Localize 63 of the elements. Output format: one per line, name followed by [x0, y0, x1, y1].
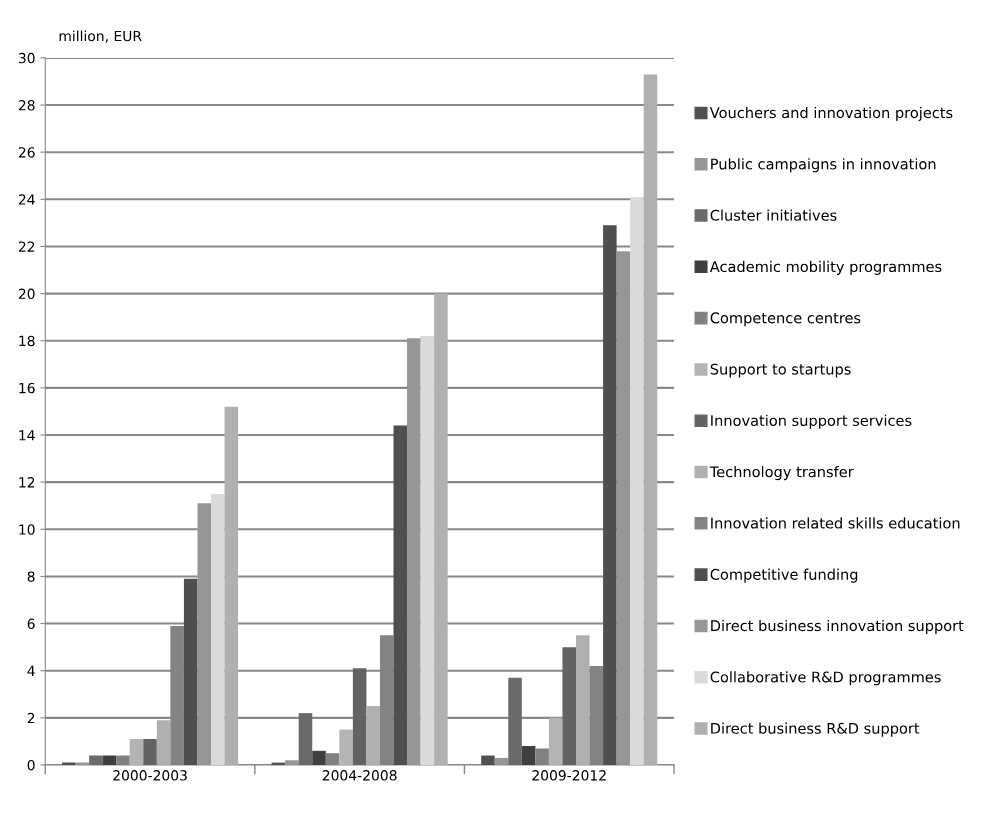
legend-label: Support to startups [710, 363, 851, 378]
bar [143, 739, 157, 765]
legend-label: Public campaigns in innovation [711, 158, 936, 173]
bar [548, 717, 563, 765]
bar [285, 760, 299, 765]
bar [197, 503, 211, 765]
y-tick-label: 0 [27, 759, 35, 771]
bar [312, 750, 326, 765]
bar [211, 493, 225, 765]
y-tick-label: 20 [18, 288, 35, 300]
x-tick-label: 2000-2003 [113, 770, 187, 781]
y-tick-label: 10 [19, 524, 35, 535]
bar [603, 225, 617, 765]
bar [224, 406, 239, 765]
y-tick-label: 14 [19, 430, 35, 441]
bar [643, 74, 658, 765]
legend-label: Direct business innovation support [711, 619, 964, 635]
bar [521, 746, 536, 765]
y-axis-title: million, EUR [59, 30, 142, 43]
bar [616, 251, 631, 765]
legend-label: Cluster initiatives [710, 209, 837, 221]
y-tick-label: 26 [18, 147, 35, 158]
bar [420, 336, 435, 765]
legend-label: Innovation support services [711, 414, 912, 429]
y-tick-label: 28 [18, 100, 35, 111]
bar [89, 755, 103, 765]
bar [366, 706, 380, 765]
legend-label: Direct business R&D support [711, 722, 920, 737]
x-tick-label: 2004-2008 [322, 770, 397, 781]
bar [102, 755, 117, 765]
y-tick-label: 18 [19, 335, 35, 347]
legend-label: Innovation related skills education [711, 517, 960, 529]
bar [129, 739, 144, 765]
y-tick-label: 24 [18, 194, 35, 205]
y-tick-label: 8 [27, 571, 35, 582]
legend-label: Collaborative R&D programmes [710, 671, 941, 686]
bar [393, 425, 408, 765]
y-tick-label: 16 [19, 382, 35, 394]
legend-label: Academic mobility programmes [709, 260, 942, 275]
legend-label: Competence centres [710, 312, 861, 327]
bar [156, 720, 171, 765]
y-tick-label: 2 [27, 712, 35, 724]
bar [576, 635, 590, 765]
x-tick-label: 2009-2012 [532, 770, 606, 781]
y-tick-label: 4 [27, 665, 35, 676]
y-tick-label: 6 [27, 618, 35, 630]
bar [434, 293, 448, 765]
y-tick-label: 12 [19, 477, 35, 488]
legend-label: Vouchers and innovation projects [709, 106, 953, 122]
bar [562, 647, 576, 765]
bar [183, 578, 198, 765]
legend-label: Technology transfer [709, 466, 854, 481]
bar [481, 755, 495, 765]
bar [407, 338, 421, 765]
y-tick-label: 30 [18, 52, 35, 64]
legend-label: Competitive funding [710, 568, 858, 583]
bar [352, 668, 367, 765]
bar [494, 757, 509, 765]
bar [630, 196, 644, 765]
bar [339, 729, 353, 765]
y-tick-label: 22 [18, 241, 35, 252]
bar [508, 677, 522, 765]
bar [298, 713, 313, 765]
